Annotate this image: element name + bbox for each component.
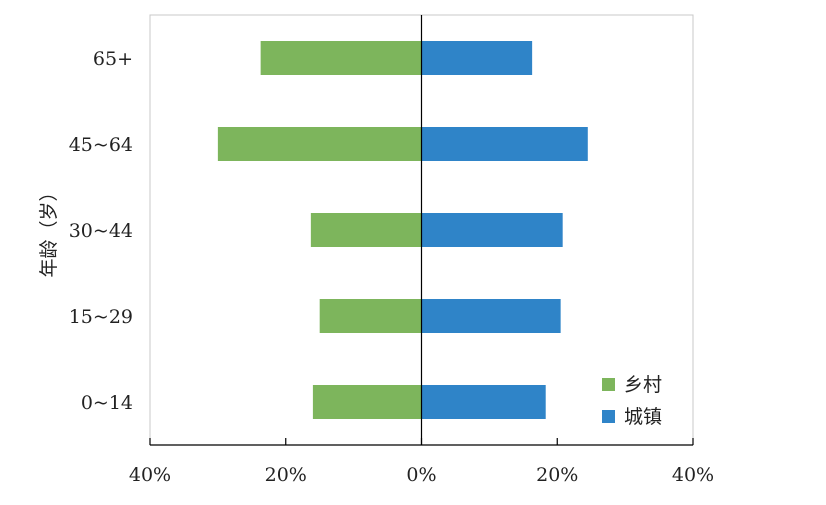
bar-rural-3 (217, 127, 422, 161)
bars-layer (217, 41, 588, 419)
y-tick-label: 30~44 (69, 220, 133, 242)
bar-urban-0 (421, 385, 546, 419)
bar-urban-4 (421, 41, 533, 75)
x-tick-label: 40% (672, 464, 714, 486)
x-axis: 40% 20% 0% 20% 40% (129, 438, 714, 486)
x-tick-label: 40% (129, 464, 171, 486)
bar-rural-4 (260, 41, 422, 75)
x-tick-label: 0% (406, 464, 436, 486)
y-tick-label: 15~29 (69, 306, 133, 328)
y-tick-label: 45~64 (69, 134, 133, 156)
x-tick-label: 20% (265, 464, 307, 486)
legend-swatch-rural (602, 378, 615, 391)
bar-urban-2 (421, 213, 563, 247)
bar-rural-0 (312, 385, 422, 419)
y-axis-label: 年龄（岁） (38, 182, 60, 277)
bar-rural-1 (319, 299, 422, 333)
legend-label-urban: 城镇 (624, 406, 662, 428)
y-axis: 0~14 15~29 30~44 45~64 65+ (69, 48, 133, 414)
bar-urban-1 (421, 299, 561, 333)
legend-swatch-urban (602, 410, 615, 423)
y-tick-label: 65+ (93, 48, 133, 70)
y-tick-label: 0~14 (81, 392, 133, 414)
bar-urban-3 (421, 127, 588, 161)
bar-rural-2 (310, 213, 422, 247)
legend-label-rural: 乡村 (624, 374, 662, 396)
x-tick-label: 20% (536, 464, 578, 486)
